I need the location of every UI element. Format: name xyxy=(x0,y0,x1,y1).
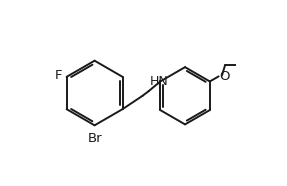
Text: HN: HN xyxy=(150,75,168,88)
Text: F: F xyxy=(55,69,62,82)
Text: Br: Br xyxy=(87,132,102,145)
Text: O: O xyxy=(220,70,230,83)
